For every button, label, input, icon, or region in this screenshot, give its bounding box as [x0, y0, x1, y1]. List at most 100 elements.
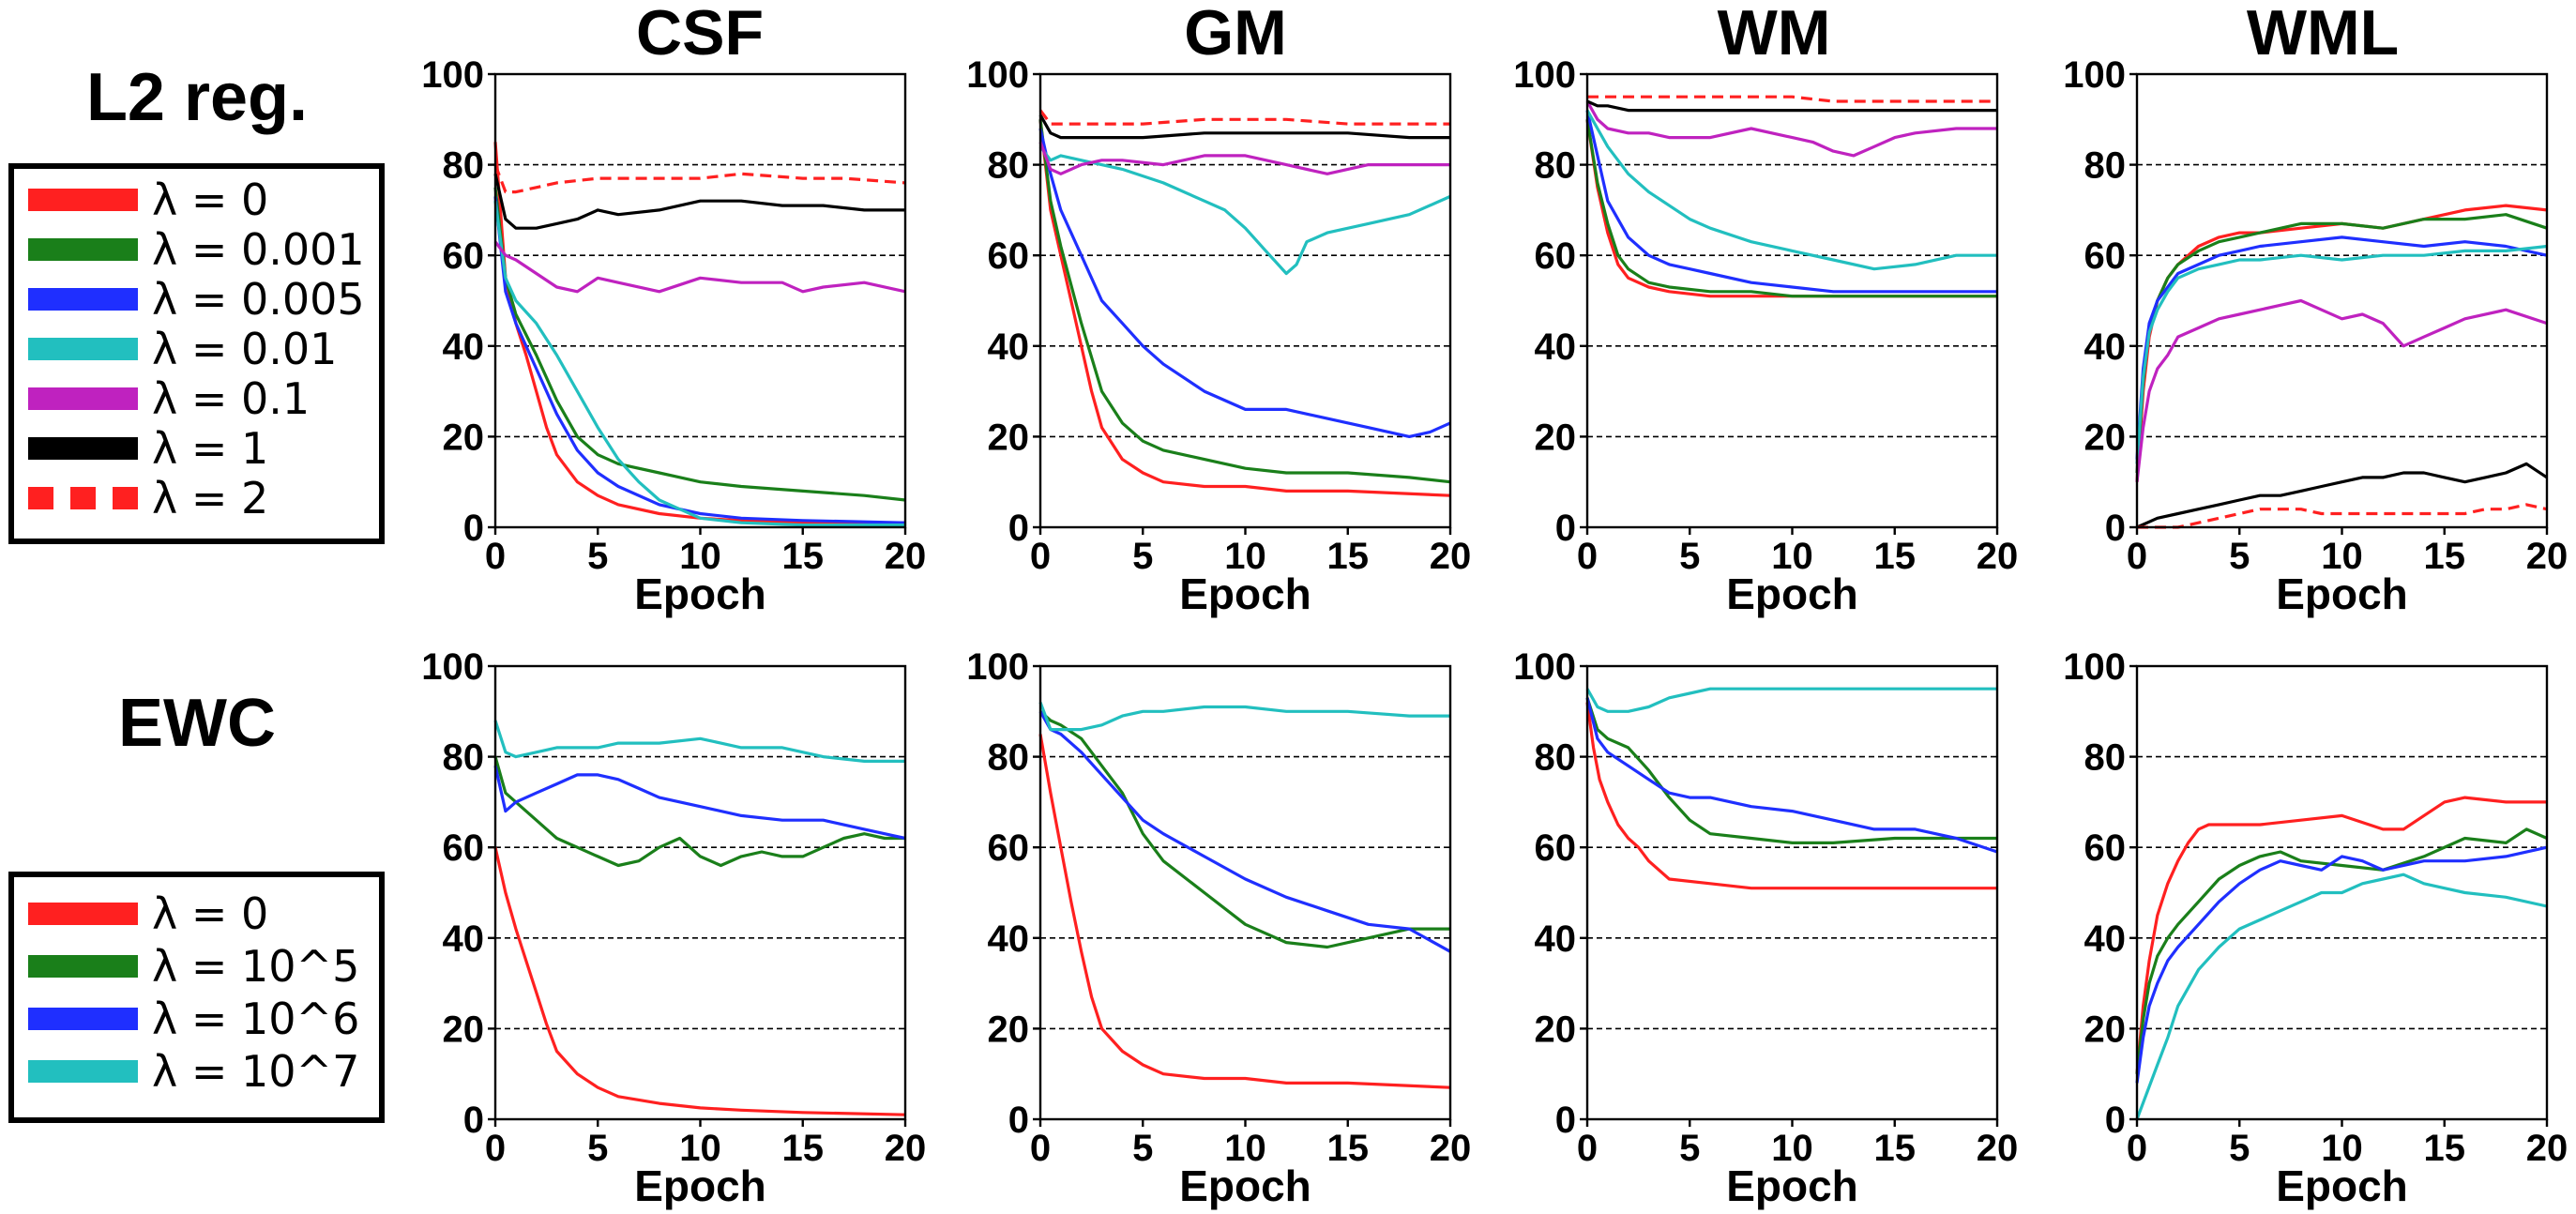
series-line-6 [1587, 95, 1997, 103]
x-tick-label: 15 [1327, 536, 1370, 577]
series-line-3 [2135, 873, 2548, 1120]
y-tick-label: 100 [1513, 54, 1576, 96]
column-title-gm: GM [1184, 0, 1287, 68]
x-tick-label: 20 [1977, 536, 2019, 577]
x-tick-label: 5 [2229, 1128, 2250, 1169]
x-tick-label: 5 [1132, 1128, 1153, 1169]
y-tick-label: 0 [1555, 1100, 1576, 1141]
y-tick-label: 60 [443, 235, 485, 277]
series-line-1 [2135, 827, 2548, 1074]
x-tick-label: 15 [782, 536, 825, 577]
y-tick-label: 100 [966, 646, 1029, 688]
x-axis-label: Epoch [2276, 569, 2408, 618]
y-tick-label: 0 [2105, 1100, 2126, 1141]
column-title-wml: WML [2247, 0, 2399, 68]
series-line-3 [1585, 109, 1997, 271]
series-line-3 [1038, 702, 1450, 732]
panel-0-0: 0 5 10 15 20 0 20 40 60 80 100 Epoch [421, 54, 926, 618]
legend-label: λ = 2 [152, 473, 268, 524]
panel-background [1587, 74, 1997, 527]
x-tick-label: 0 [1577, 536, 1598, 577]
x-axis-label: Epoch [1179, 569, 1311, 618]
column-title-csf: CSF [636, 0, 764, 68]
y-tick-label: 40 [443, 326, 485, 368]
x-tick-label: 10 [1224, 536, 1266, 577]
x-tick-label: 5 [587, 1128, 608, 1169]
row-title-ewc: EWC [118, 686, 276, 761]
series-line-1 [1038, 119, 1451, 484]
x-tick-label: 20 [2526, 536, 2568, 577]
x-tick-label: 5 [1679, 536, 1700, 577]
x-tick-label: 0 [2127, 1128, 2147, 1169]
legend-label: λ = 0.005 [152, 274, 365, 325]
legend-label: λ = 0 [152, 888, 268, 939]
y-tick-label: 20 [2084, 417, 2127, 458]
panel-background [495, 666, 905, 1119]
x-axis-label: Epoch [634, 569, 766, 618]
series-line-2 [1038, 128, 1451, 438]
y-tick-label: 80 [2084, 737, 2127, 779]
column-title-wm: WM [1718, 0, 1831, 68]
y-tick-label: 60 [2084, 827, 2127, 869]
series-line-1 [1585, 119, 1997, 298]
series-line-1 [493, 187, 906, 502]
y-tick-label: 20 [1535, 1009, 1577, 1050]
x-axis-label: Epoch [1726, 1161, 1858, 1210]
series-line-2 [493, 765, 906, 841]
legend-label: λ = 0.001 [152, 224, 365, 275]
series-line-1 [493, 756, 905, 868]
y-tick-label: 40 [443, 918, 485, 960]
x-tick-label: 0 [1030, 536, 1051, 577]
x-tick-label: 10 [1771, 1128, 1813, 1169]
x-tick-label: 15 [782, 1128, 825, 1169]
x-tick-label: 0 [485, 1128, 506, 1169]
x-tick-label: 10 [679, 1128, 721, 1169]
x-tick-label: 15 [1874, 536, 1917, 577]
x-tick-label: 0 [1030, 1128, 1051, 1169]
series-line-2 [2135, 235, 2548, 460]
series-line-4 [1585, 100, 1997, 158]
panel-background [1040, 666, 1450, 1119]
legend-label: λ = 10^6 [152, 994, 359, 1044]
y-tick-label: 80 [443, 737, 485, 779]
x-tick-label: 10 [1224, 1128, 1266, 1169]
y-tick-label: 100 [966, 54, 1029, 96]
x-tick-label: 5 [2229, 536, 2250, 577]
series-line-1 [1585, 697, 1997, 844]
series-line-3 [493, 720, 905, 763]
x-tick-label: 20 [885, 536, 927, 577]
x-tick-label: 5 [1132, 536, 1153, 577]
y-tick-label: 80 [1535, 737, 1577, 779]
series-line-6 [2137, 503, 2548, 529]
x-tick-label: 5 [587, 536, 608, 577]
y-tick-label: 80 [443, 145, 485, 187]
y-tick-label: 20 [443, 417, 485, 458]
x-tick-label: 20 [1430, 1128, 1472, 1169]
y-tick-label: 0 [1008, 1100, 1029, 1141]
y-tick-label: 20 [1535, 417, 1577, 458]
y-tick-label: 60 [1535, 235, 1577, 277]
x-tick-label: 0 [485, 536, 506, 577]
y-tick-label: 40 [988, 326, 1030, 368]
series-line-2 [2135, 845, 2548, 1084]
y-tick-label: 0 [463, 1100, 484, 1141]
series-line-0 [493, 846, 906, 1116]
panel-0-1: 0 5 10 15 20 0 20 40 60 80 100 Epoch [966, 54, 1471, 618]
series-line-3 [1038, 145, 1451, 276]
panel-1-1: 0 5 10 15 20 0 20 40 60 80 100 Epoch [966, 646, 1471, 1210]
x-tick-label: 15 [1327, 1128, 1370, 1169]
x-tick-label: 20 [2526, 1128, 2568, 1169]
x-tick-label: 15 [2424, 536, 2466, 577]
panel-background [495, 74, 905, 527]
legend-label: λ = 0.01 [152, 324, 337, 374]
y-tick-label: 80 [988, 145, 1030, 187]
x-tick-label: 20 [1430, 536, 1472, 577]
legend-label: λ = 0.1 [152, 373, 310, 424]
y-tick-label: 80 [2084, 145, 2127, 187]
x-axis-label: Epoch [1726, 569, 1858, 618]
series-line-0 [1038, 119, 1451, 497]
series-line-0 [2135, 796, 2547, 1074]
x-tick-label: 0 [2127, 536, 2147, 577]
